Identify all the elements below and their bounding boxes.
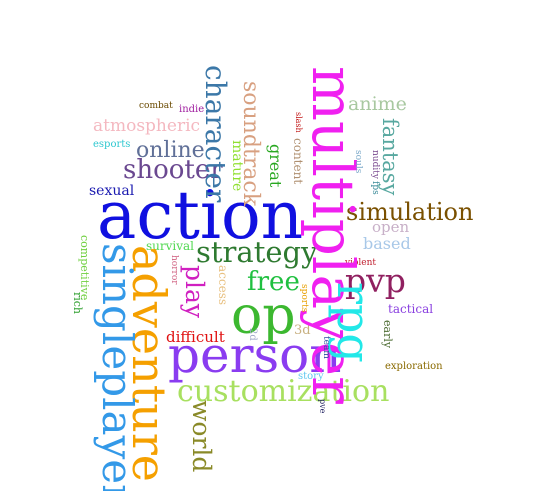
word-rpg: rpg [327, 282, 381, 363]
word-difficult: difficult [166, 328, 225, 346]
word-great: great [266, 144, 285, 188]
word-customization: customization [177, 374, 389, 409]
word-content: content [291, 138, 305, 184]
word-soundtrack: soundtrack [238, 81, 263, 207]
word-exploration: exploration [385, 361, 443, 372]
word-rich: survival [146, 239, 194, 253]
word-violent: violent [344, 258, 376, 268]
word-horror: horror [169, 255, 179, 285]
word-singleplayer: singleplayer [93, 243, 142, 491]
word-action: action [97, 177, 303, 254]
word-based: based [363, 234, 411, 253]
word-fps: fps [370, 181, 380, 195]
word-atmospheric: atmospheric [93, 116, 200, 136]
word-adventure: adventure [122, 245, 176, 482]
word-indie: indie [179, 104, 204, 115]
word-person: person [168, 326, 341, 384]
word-pvp: pvp [345, 261, 406, 300]
word-sports: sports [299, 284, 309, 313]
word-world: world [187, 400, 216, 472]
word-open: open [372, 218, 410, 236]
word-team: team [321, 336, 331, 359]
word-slash: slash [294, 112, 303, 133]
word-esports: esports [93, 139, 130, 150]
word-simulation: simulation [346, 198, 473, 226]
word-tactical: tactical [388, 302, 433, 316]
word-online: online [136, 138, 205, 163]
word-survival: competitive [78, 235, 91, 300]
word-multiplayer: multiplayer [299, 66, 367, 404]
word-souls: souls [353, 150, 363, 174]
word-access: access [216, 265, 230, 305]
word-competitive: rich [71, 292, 84, 314]
word-combat: combat [139, 101, 173, 111]
word-nudity: nudity [370, 150, 380, 180]
word-2d: 2d [247, 328, 258, 341]
word-3d: 3d [294, 323, 311, 338]
word-mature: mature [229, 140, 245, 191]
word-sexual: sexual [89, 183, 135, 199]
word-play: play [180, 265, 209, 319]
word-anime: anime [348, 93, 407, 115]
word-free: free [247, 267, 300, 297]
word-shooter: shooter [123, 155, 223, 185]
word-pve: pve [318, 399, 327, 414]
word-op: op [231, 286, 296, 346]
word-strategy: strategy [196, 235, 318, 269]
word-early: early [381, 320, 394, 349]
word-story: story [298, 371, 324, 382]
word-character: character [199, 65, 232, 203]
word-fantasy: fantasy [378, 118, 402, 196]
